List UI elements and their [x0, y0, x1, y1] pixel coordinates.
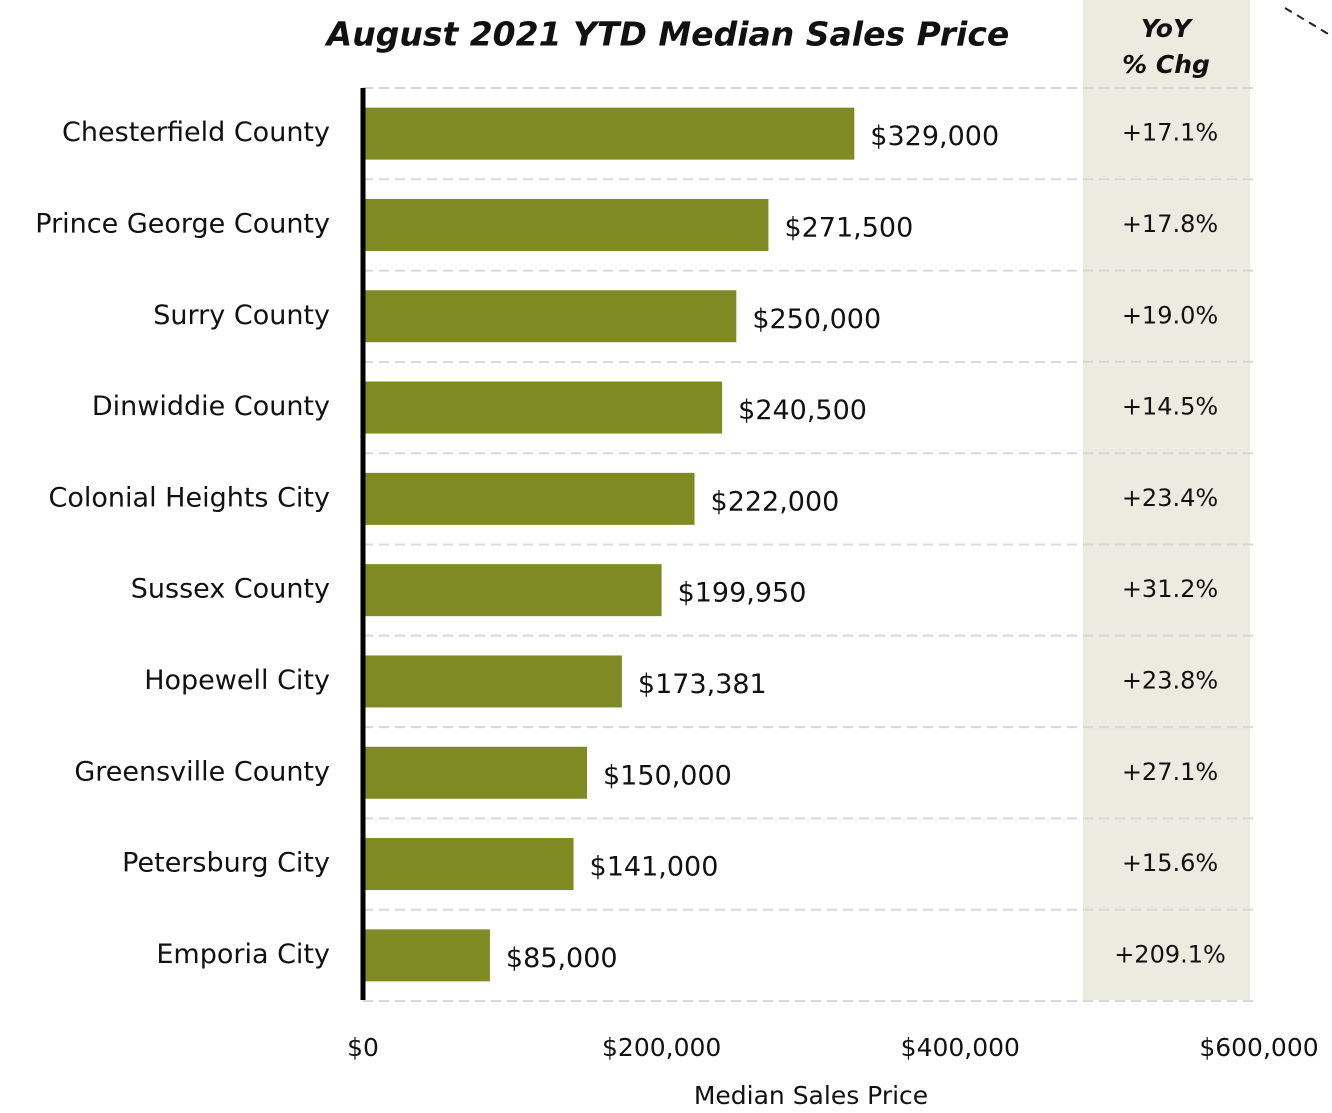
x-tick-label: $600,000 [1199, 1033, 1318, 1062]
value-label: $329,000 [870, 121, 999, 152]
x-tick-label: $200,000 [602, 1033, 721, 1062]
yoy-label: +27.1% [1122, 758, 1218, 786]
yoy-label: +31.2% [1122, 575, 1218, 603]
bar [363, 746, 587, 799]
value-label: $173,381 [638, 669, 767, 700]
bar [363, 929, 490, 982]
y-tick-label: Surry County [153, 300, 330, 331]
y-tick-label: Hopewell City [144, 665, 330, 696]
y-tick-label: Chesterfield County [62, 117, 330, 148]
yoy-label: +14.5% [1122, 393, 1218, 421]
x-tick-label: $0 [347, 1033, 379, 1062]
value-label: $240,500 [738, 395, 867, 426]
value-label: $150,000 [603, 760, 732, 791]
yoy-label: +15.6% [1122, 849, 1218, 877]
value-label: $222,000 [711, 486, 840, 517]
value-label: $199,950 [678, 578, 807, 609]
chart-title: August 2021 YTD Median Sales Price [324, 15, 1010, 54]
bar [363, 198, 769, 251]
value-label: $271,500 [784, 212, 913, 243]
value-label: $250,000 [752, 304, 881, 335]
yoy-column-bg [1083, 0, 1250, 1000]
bar [363, 290, 737, 343]
yoy-label: +17.1% [1122, 119, 1218, 147]
yoy-header: % Chg [1122, 50, 1210, 79]
bar [363, 472, 695, 525]
y-tick-label: Petersburg City [122, 848, 330, 879]
y-tick-label: Emporia City [156, 939, 330, 970]
yoy-label: +23.8% [1122, 666, 1218, 694]
yoy-header: YoY [1141, 14, 1194, 43]
yoy-label: +209.1% [1114, 940, 1226, 968]
yoy-label: +19.0% [1122, 301, 1218, 329]
bar [363, 107, 855, 160]
y-tick-label: Dinwiddie County [92, 391, 330, 422]
bar [363, 655, 622, 708]
decoration [1284, 7, 1331, 36]
y-tick-label: Greensville County [74, 756, 330, 787]
bar [363, 564, 662, 617]
bar [363, 838, 574, 891]
bar [363, 381, 723, 434]
y-tick-label: Prince George County [35, 208, 330, 239]
x-tick-label: $400,000 [901, 1033, 1020, 1062]
yoy-label: +17.8% [1122, 210, 1218, 238]
value-label: $85,000 [506, 943, 618, 974]
y-tick-label: Colonial Heights City [49, 482, 330, 513]
y-tick-label: Sussex County [131, 574, 330, 605]
yoy-label: +23.4% [1122, 484, 1218, 512]
value-label: $141,000 [590, 852, 719, 883]
x-axis-label: Median Sales Price [694, 1081, 928, 1110]
